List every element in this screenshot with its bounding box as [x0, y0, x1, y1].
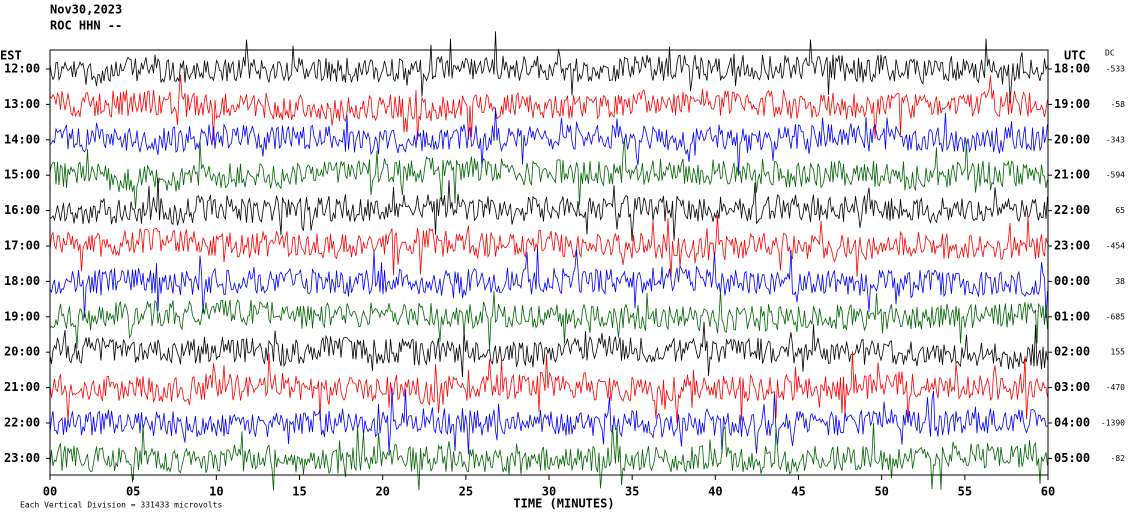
utc-label: 04:00 — [1054, 416, 1090, 430]
x-tick-label: 15 — [292, 485, 306, 499]
dc-value: -594 — [1106, 171, 1125, 180]
utc-label: 23:00 — [1054, 239, 1090, 253]
trace — [49, 31, 1048, 104]
station: ROC HHN -- — [50, 19, 122, 33]
dc-value: -1390 — [1101, 419, 1125, 428]
est-label: 16:00 — [4, 203, 40, 217]
x-tick-label: 45 — [791, 485, 805, 499]
trace — [49, 107, 1048, 175]
footer: Each Vertical Division = 331433 microvol… — [20, 501, 222, 510]
dc-value: -533 — [1106, 65, 1125, 74]
est-label: EST — [0, 49, 22, 63]
trace — [49, 387, 1048, 455]
x-tick-label: 20 — [375, 485, 389, 499]
est-label: 14:00 — [4, 132, 40, 146]
x-tick-label: 55 — [958, 485, 972, 499]
utc-label: 02:00 — [1054, 345, 1090, 359]
trace — [49, 351, 1048, 424]
est-label: 20:00 — [4, 345, 40, 359]
dc-value: 65 — [1115, 206, 1125, 215]
est-label: 12:00 — [4, 62, 40, 76]
dc-value: -58 — [1111, 100, 1126, 109]
utc-label: 21:00 — [1054, 168, 1090, 182]
trace — [49, 215, 1048, 278]
dc-value: -685 — [1106, 312, 1125, 321]
est-label: 15:00 — [4, 168, 40, 182]
est-label: 23:00 — [4, 451, 40, 465]
x-tick-label: 05 — [126, 485, 140, 499]
trace — [49, 247, 1048, 319]
utc-label: 05:00 — [1054, 451, 1090, 465]
utc-label: 22:00 — [1054, 203, 1090, 217]
x-tick-label: 25 — [459, 485, 473, 499]
dc-value: -82 — [1111, 454, 1126, 463]
dc-value: -470 — [1106, 383, 1125, 392]
trace — [49, 290, 1048, 350]
trace — [49, 321, 1048, 378]
utc-label: 19:00 — [1054, 97, 1090, 111]
est-label: 18:00 — [4, 274, 40, 288]
x-tick-label: 60 — [1041, 485, 1055, 499]
trace — [49, 138, 1048, 210]
dc-value: -454 — [1106, 242, 1125, 251]
trace — [49, 422, 1048, 491]
est-label: 21:00 — [4, 380, 40, 394]
traces — [49, 31, 1048, 491]
utc-label: 03:00 — [1054, 380, 1090, 394]
est-label: 22:00 — [4, 416, 40, 430]
dc-value: 155 — [1111, 348, 1126, 357]
est-label: 19:00 — [4, 309, 40, 323]
dc-value: 38 — [1115, 277, 1125, 286]
utc-label: UTC — [1064, 49, 1086, 63]
utc-label: 20:00 — [1054, 132, 1090, 146]
x-tick-label: 50 — [874, 485, 888, 499]
x-tick-label: 40 — [708, 485, 722, 499]
dc-label: DC — [1105, 49, 1115, 58]
est-label: 17:00 — [4, 239, 40, 253]
x-tick-label: 35 — [625, 485, 639, 499]
utc-label: 00:00 — [1054, 274, 1090, 288]
x-axis-label: TIME (MINUTES) — [513, 497, 614, 511]
dc-value: -343 — [1106, 135, 1125, 144]
trace — [49, 177, 1048, 241]
date: Nov30,2023 — [50, 3, 122, 17]
utc-label: 18:00 — [1054, 62, 1090, 76]
x-tick-label: 00 — [43, 485, 57, 499]
est-label: 13:00 — [4, 97, 40, 111]
utc-label: 01:00 — [1054, 309, 1090, 323]
trace — [49, 74, 1048, 141]
x-tick-label: 10 — [209, 485, 223, 499]
x-tick-label: 30 — [542, 485, 556, 499]
